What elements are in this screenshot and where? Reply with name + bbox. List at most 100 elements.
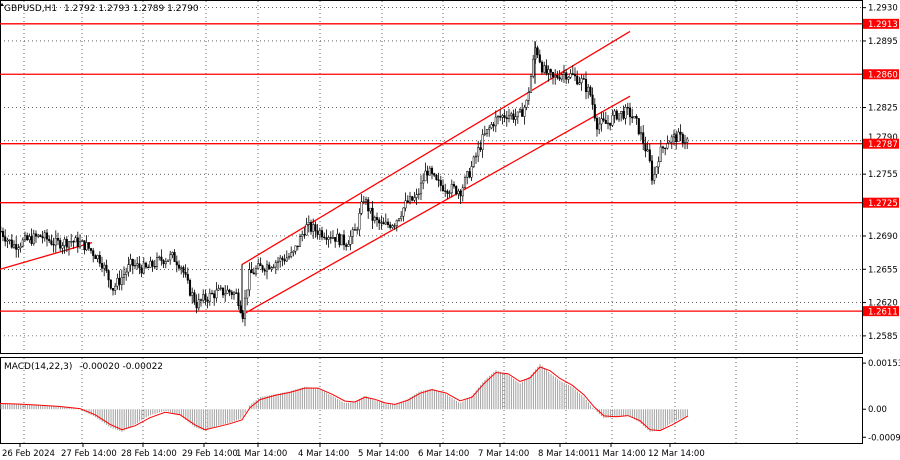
price-tick-label: 1.2755 [868, 170, 898, 180]
time-tick-label: 1 Mar 14:00 [236, 449, 287, 459]
candle-body [158, 256, 161, 259]
candle-body [417, 193, 420, 195]
candle-body [48, 238, 51, 242]
candle-body [173, 252, 176, 263]
macd-panel[interactable]: 0.00153 0.00 -0.00093 MACD(14,22,3) -0.000… [0, 357, 900, 444]
candle-body [532, 58, 535, 77]
candle-body [589, 86, 592, 96]
candle-body [334, 237, 337, 242]
candle-body [224, 293, 227, 296]
candle-body [270, 267, 273, 270]
macd-signal-line [0, 366, 689, 432]
candle-body [448, 192, 451, 194]
candle-body [331, 237, 335, 239]
candle-body [248, 269, 251, 291]
candle-body [23, 235, 27, 241]
candle-body [439, 180, 442, 186]
level-tag-label: 1.2913 [868, 20, 898, 30]
candle-body [56, 237, 60, 241]
candle-body [677, 131, 680, 143]
candle-body [336, 233, 339, 242]
candle-body [664, 147, 667, 150]
candle-body [151, 260, 154, 267]
candle-body [488, 127, 491, 130]
candle-body [362, 201, 365, 203]
price-tick-label: 1.2585 [868, 332, 898, 342]
candle-body [565, 72, 568, 80]
candle-body [171, 252, 174, 256]
candle-body [34, 233, 38, 237]
candle-body [59, 240, 62, 249]
candle-body [74, 237, 77, 243]
candle-body [483, 133, 486, 135]
candle-body [521, 109, 524, 117]
candle-body [129, 258, 132, 265]
candle-body [573, 74, 577, 77]
candle-body [305, 224, 308, 236]
candle-body [558, 77, 561, 80]
candle-body [606, 122, 610, 125]
candle-body [411, 196, 414, 201]
candle-body [609, 122, 612, 126]
time-axis: 26 Feb 2024 27 Feb 14:00 28 Feb 14:00 29 Fe… [2, 443, 705, 459]
candle-body [298, 236, 302, 247]
candle-body [457, 190, 460, 195]
candle-body [551, 72, 555, 78]
candle-body [208, 292, 211, 302]
candle-body [206, 299, 209, 302]
candle-body [626, 107, 629, 109]
price-tick-label: 1.2655 [868, 265, 898, 275]
candle-body [237, 292, 240, 306]
collapse-arrow-icon[interactable] [0, 3, 4, 6]
candle-body [353, 229, 357, 231]
candle-body [668, 141, 671, 144]
level-tag-label: 1.2725 [868, 199, 898, 209]
candle-body [21, 239, 24, 247]
candle-body [215, 289, 218, 299]
candle-body [26, 235, 29, 241]
candle-body [287, 256, 291, 259]
candle-body [162, 260, 165, 265]
candle-body [681, 133, 684, 144]
candle-body [424, 170, 427, 182]
candle-body [659, 146, 662, 162]
candle-body [122, 274, 126, 278]
candle-body [404, 200, 407, 209]
level-price-tags: 1.2790 1.2913 1.2860 1.2787 1.2725 1.2611 [863, 18, 899, 317]
candle-body [12, 244, 16, 248]
ohlc-values: 1.2792 1.2793 1.2789 1.2790 [64, 4, 199, 14]
candle-body [186, 274, 189, 281]
candle-body [644, 143, 647, 152]
candle-body [219, 287, 222, 289]
candle-body [92, 250, 95, 256]
candle-body [415, 194, 418, 198]
price-panel[interactable]: 1.29301.28951.28601.28251.27901.27551.27… [0, 0, 899, 354]
candle-body [54, 237, 57, 246]
candle-body [567, 77, 570, 80]
candle-body [494, 116, 497, 127]
candle-body [481, 134, 484, 150]
candle-body [8, 239, 11, 241]
candle-body [639, 132, 643, 135]
candle-body [153, 265, 156, 268]
candle-body [276, 261, 280, 263]
candle-body [569, 73, 572, 78]
candle-body [199, 299, 203, 301]
candle-body [70, 241, 73, 243]
candle-body [265, 264, 269, 272]
candle-body [325, 237, 328, 240]
candle-body [378, 219, 381, 224]
candle-body [408, 196, 412, 203]
candle-body [556, 75, 559, 78]
candle-body [136, 263, 139, 266]
candle-body [142, 262, 145, 274]
candle-body [679, 131, 682, 135]
candle-body [279, 257, 282, 262]
price-tick-label: 1.2620 [868, 299, 898, 309]
candle-body [598, 123, 601, 130]
candle-body [463, 177, 467, 189]
symbol-name: GBPUSD,H1 [4, 4, 57, 14]
candle-body [655, 166, 658, 175]
